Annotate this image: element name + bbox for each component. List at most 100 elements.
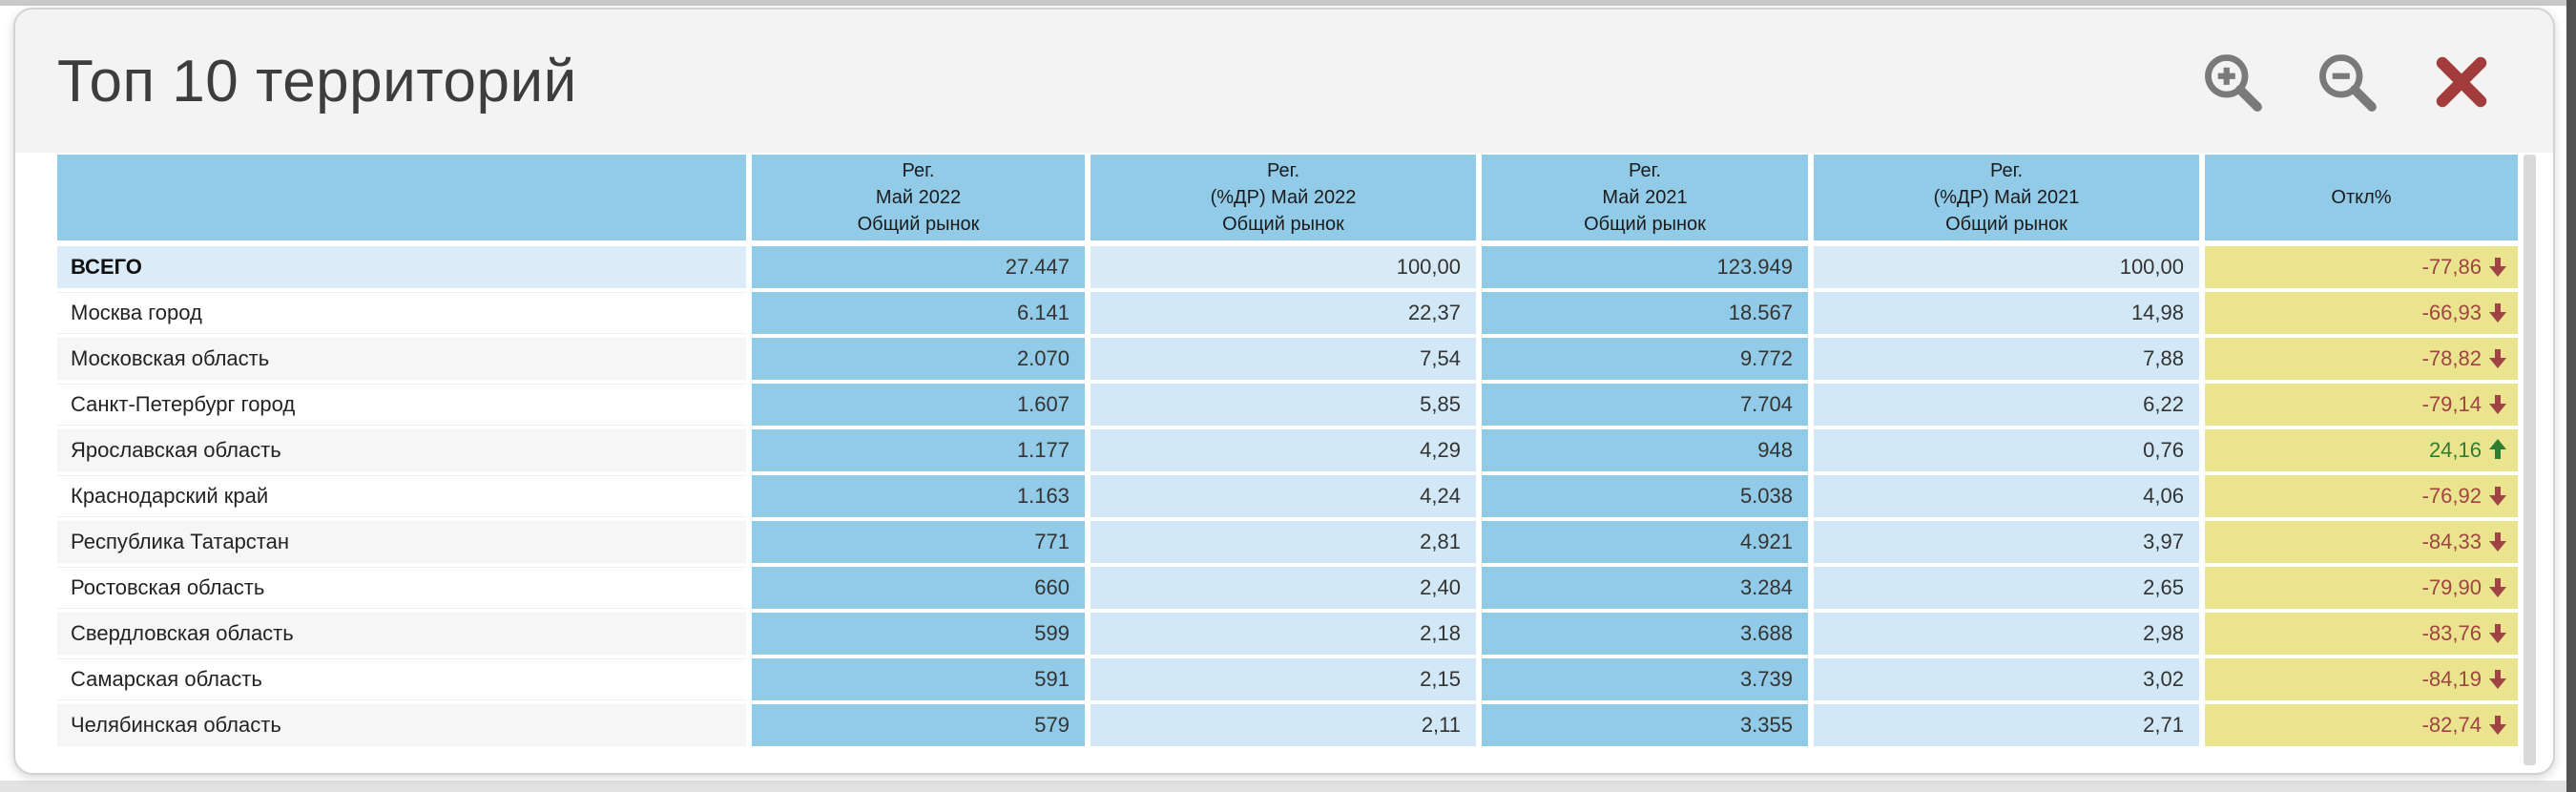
share2021-value-cell: 3,02 xyxy=(1814,658,2199,700)
share2021-value-cell: 2,98 xyxy=(1814,613,2199,655)
may2021-value-cell: 5.038 xyxy=(1482,475,1808,517)
deviation-value: -66,93 xyxy=(2421,301,2482,324)
trend-arrow-icon xyxy=(2489,714,2506,737)
deviation-cell: -82,74 xyxy=(2205,704,2518,746)
deviation-cell: -84,33 xyxy=(2205,521,2518,563)
table-body: ВСЕГО 27.447 100,00 123.949 100,00 -77,8… xyxy=(57,246,2518,746)
deviation-value: -77,86 xyxy=(2421,255,2482,279)
popup-panel: Топ 10 территорий xyxy=(13,8,2555,775)
trend-arrow-icon xyxy=(2489,256,2506,279)
column-header-deviation: Откл% xyxy=(2205,155,2518,240)
top10-table: Рег. Май 2022 Общий рынок Рег. (%ДР) Май… xyxy=(57,155,2518,746)
magnifier-minus-icon xyxy=(2315,50,2379,115)
territory-name-cell: Челябинская область xyxy=(57,704,746,746)
column-header-share2021: Рег. (%ДР) Май 2021 Общий рынок xyxy=(1814,155,2199,240)
deviation-cell: 24,16 xyxy=(2205,429,2518,471)
may2021-value-cell: 3.688 xyxy=(1482,613,1808,655)
deviation-cell: -66,93 xyxy=(2205,292,2518,334)
may2021-value-cell: 4.921 xyxy=(1482,521,1808,563)
table-row: Ростовская область 660 2,40 3.284 2,65 -… xyxy=(57,567,2518,609)
share2021-value-cell: 2,71 xyxy=(1814,704,2199,746)
trend-arrow-icon xyxy=(2489,347,2506,370)
table-row: Санкт-Петербург город 1.607 5,85 7.704 6… xyxy=(57,384,2518,426)
deviation-cell: -77,86 xyxy=(2205,246,2518,288)
window-right-edge xyxy=(2566,0,2576,792)
screen-bottom-edge xyxy=(0,781,2576,792)
trend-arrow-icon xyxy=(2489,393,2506,416)
zoom-out-button[interactable] xyxy=(2315,50,2379,115)
table-row: Московская область 2.070 7,54 9.772 7,88… xyxy=(57,338,2518,380)
share2022-value-cell: 2,81 xyxy=(1091,521,1476,563)
territory-name-cell: Ярославская область xyxy=(57,429,746,471)
zoom-in-button[interactable] xyxy=(2200,50,2265,115)
deviation-cell: -84,19 xyxy=(2205,658,2518,700)
table-row: Челябинская область 579 2,11 3.355 2,71 … xyxy=(57,704,2518,746)
share2021-value-cell: 2,65 xyxy=(1814,567,2199,609)
panel-title: Топ 10 территорий xyxy=(57,48,577,115)
territory-name-cell: Ростовская область xyxy=(57,567,746,609)
deviation-value: -76,92 xyxy=(2421,484,2482,508)
may2021-value-cell: 3.739 xyxy=(1482,658,1808,700)
may2022-value-cell: 2.070 xyxy=(752,338,1085,380)
share2021-value-cell: 4,06 xyxy=(1814,475,2199,517)
table-row: Москва город 6.141 22,37 18.567 14,98 -6… xyxy=(57,292,2518,334)
close-x-icon xyxy=(2433,53,2490,111)
trend-arrow-icon xyxy=(2489,668,2506,691)
column-header-may2022: Рег. Май 2022 Общий рынок xyxy=(752,155,1085,240)
may2022-value-cell: 1.177 xyxy=(752,429,1085,471)
territory-name-cell: Санкт-Петербург город xyxy=(57,384,746,426)
may2021-value-cell: 3.355 xyxy=(1482,704,1808,746)
may2022-value-cell: 6.141 xyxy=(752,292,1085,334)
territory-name-cell: ВСЕГО xyxy=(57,246,746,288)
may2021-value-cell: 18.567 xyxy=(1482,292,1808,334)
may2021-value-cell: 123.949 xyxy=(1482,246,1808,288)
trend-arrow-icon xyxy=(2489,576,2506,599)
share2022-value-cell: 2,18 xyxy=(1091,613,1476,655)
close-button[interactable] xyxy=(2433,53,2490,111)
may2022-value-cell: 1.163 xyxy=(752,475,1085,517)
territory-name-cell: Республика Татарстан xyxy=(57,521,746,563)
column-header-territory xyxy=(57,155,746,240)
deviation-value: -79,90 xyxy=(2421,575,2482,599)
table-row: Самарская область 591 2,15 3.739 3,02 -8… xyxy=(57,658,2518,700)
may2021-value-cell: 3.284 xyxy=(1482,567,1808,609)
table-scrollbar-track[interactable] xyxy=(2524,155,2536,765)
deviation-cell: -78,82 xyxy=(2205,338,2518,380)
may2021-value-cell: 948 xyxy=(1482,429,1808,471)
share2022-value-cell: 5,85 xyxy=(1091,384,1476,426)
may2022-value-cell: 579 xyxy=(752,704,1085,746)
share2022-value-cell: 100,00 xyxy=(1091,246,1476,288)
screen-top-edge xyxy=(0,0,2576,6)
trend-arrow-icon xyxy=(2489,439,2506,462)
share2022-value-cell: 22,37 xyxy=(1091,292,1476,334)
share2021-value-cell: 14,98 xyxy=(1814,292,2199,334)
share2022-value-cell: 4,29 xyxy=(1091,429,1476,471)
share2021-value-cell: 3,97 xyxy=(1814,521,2199,563)
territory-name-cell: Самарская область xyxy=(57,658,746,700)
trend-arrow-icon xyxy=(2489,485,2506,508)
panel-header: Топ 10 территорий xyxy=(15,10,2553,153)
table-row: ВСЕГО 27.447 100,00 123.949 100,00 -77,8… xyxy=(57,246,2518,288)
may2021-value-cell: 9.772 xyxy=(1482,338,1808,380)
may2022-value-cell: 599 xyxy=(752,613,1085,655)
trend-arrow-icon xyxy=(2489,531,2506,553)
may2022-value-cell: 1.607 xyxy=(752,384,1085,426)
table-row: Республика Татарстан 771 2,81 4.921 3,97… xyxy=(57,521,2518,563)
may2022-value-cell: 660 xyxy=(752,567,1085,609)
deviation-cell: -79,14 xyxy=(2205,384,2518,426)
column-header-may2021: Рег. Май 2021 Общий рынок xyxy=(1482,155,1808,240)
deviation-value: -83,76 xyxy=(2421,621,2482,645)
territory-name-cell: Краснодарский край xyxy=(57,475,746,517)
territory-name-cell: Московская область xyxy=(57,338,746,380)
deviation-cell: -76,92 xyxy=(2205,475,2518,517)
deviation-value: -78,82 xyxy=(2421,346,2482,370)
deviation-cell: -79,90 xyxy=(2205,567,2518,609)
column-header-share2022: Рег. (%ДР) Май 2022 Общий рынок xyxy=(1091,155,1476,240)
trend-arrow-icon xyxy=(2489,622,2506,645)
share2022-value-cell: 2,15 xyxy=(1091,658,1476,700)
territory-name-cell: Москва город xyxy=(57,292,746,334)
share2022-value-cell: 2,40 xyxy=(1091,567,1476,609)
deviation-value: -84,33 xyxy=(2421,530,2482,553)
share2021-value-cell: 100,00 xyxy=(1814,246,2199,288)
share2022-value-cell: 7,54 xyxy=(1091,338,1476,380)
